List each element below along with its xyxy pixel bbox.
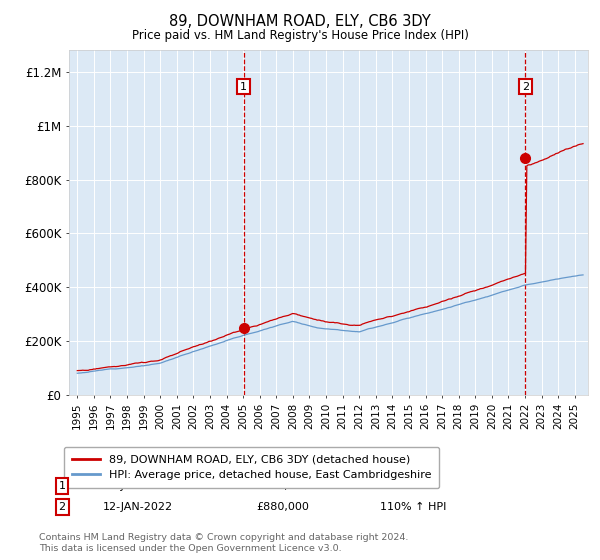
- Text: 12-JAN-2022: 12-JAN-2022: [103, 502, 173, 512]
- Text: 1: 1: [240, 82, 247, 92]
- Text: Price paid vs. HM Land Registry's House Price Index (HPI): Price paid vs. HM Land Registry's House …: [131, 29, 469, 42]
- Text: 89, DOWNHAM ROAD, ELY, CB6 3DY: 89, DOWNHAM ROAD, ELY, CB6 3DY: [169, 14, 431, 29]
- Text: 14% ↑ HPI: 14% ↑ HPI: [380, 481, 440, 491]
- Text: £880,000: £880,000: [256, 502, 309, 512]
- Text: 1: 1: [59, 481, 65, 491]
- Text: 2: 2: [59, 502, 66, 512]
- Text: Contains HM Land Registry data © Crown copyright and database right 2024.
This d: Contains HM Land Registry data © Crown c…: [39, 533, 409, 553]
- Legend: 89, DOWNHAM ROAD, ELY, CB6 3DY (detached house), HPI: Average price, detached ho: 89, DOWNHAM ROAD, ELY, CB6 3DY (detached…: [64, 447, 439, 488]
- Text: 2: 2: [522, 82, 529, 92]
- Text: 10-JAN-2005: 10-JAN-2005: [103, 481, 172, 491]
- Text: £250,000: £250,000: [256, 481, 308, 491]
- Text: 110% ↑ HPI: 110% ↑ HPI: [380, 502, 447, 512]
